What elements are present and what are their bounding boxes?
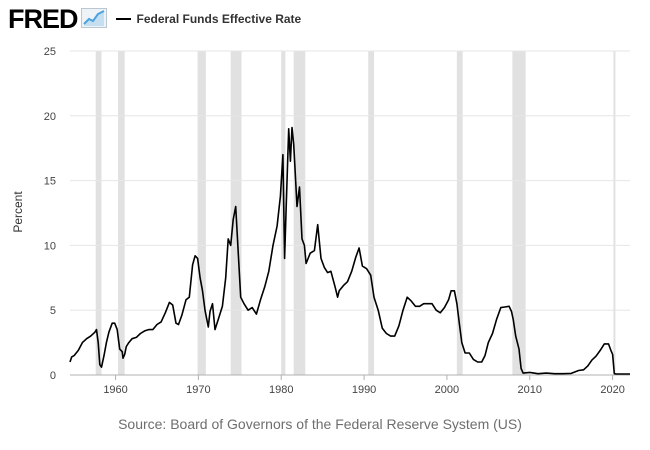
- x-tick-label: 1990: [352, 384, 376, 396]
- y-tick-label: 10: [44, 240, 56, 252]
- recession-band: [613, 51, 616, 375]
- recession-band: [368, 51, 375, 375]
- x-tick-label: 2010: [518, 384, 542, 396]
- recession-band: [95, 51, 102, 375]
- x-tick-labels: 1960 1970 1980 1990 2000 2010 2020: [103, 375, 625, 396]
- x-tick-label: 2000: [435, 384, 459, 396]
- recession-band: [197, 51, 206, 375]
- y-axis-label: Percent: [11, 191, 25, 233]
- legend: Federal Funds Effective Rate: [115, 12, 302, 26]
- series-line[interactable]: [69, 126, 630, 375]
- chart-header: FRED Federal Funds Effective Rate: [8, 4, 301, 34]
- recession-band: [512, 51, 526, 375]
- y-tick-label: 0: [50, 370, 56, 382]
- recession-band: [118, 51, 125, 375]
- legend-swatch: [115, 18, 131, 20]
- recession-band: [293, 51, 306, 375]
- y-tick-label: 25: [44, 46, 56, 58]
- y-tick-label: 15: [44, 176, 56, 188]
- x-tick-label: 1960: [103, 384, 127, 396]
- grid-lines: [70, 50, 630, 376]
- x-tick-label: 1980: [269, 384, 293, 396]
- y-tick-labels: 0 5 10 15 20 25: [44, 46, 56, 382]
- legend-label[interactable]: Federal Funds Effective Rate: [136, 12, 302, 26]
- y-tick-label: 20: [44, 111, 56, 123]
- series-layer: [69, 126, 630, 375]
- source-note: Source: Board of Governors of the Federa…: [118, 416, 522, 432]
- recession-bands: [95, 51, 616, 375]
- x-tick-label: 1970: [186, 384, 210, 396]
- trend-graph-icon: [80, 8, 107, 28]
- recession-band: [456, 51, 463, 375]
- y-tick-label: 5: [50, 305, 56, 317]
- fred-logo[interactable]: FRED: [8, 4, 78, 34]
- x-tick-label: 2020: [600, 384, 624, 396]
